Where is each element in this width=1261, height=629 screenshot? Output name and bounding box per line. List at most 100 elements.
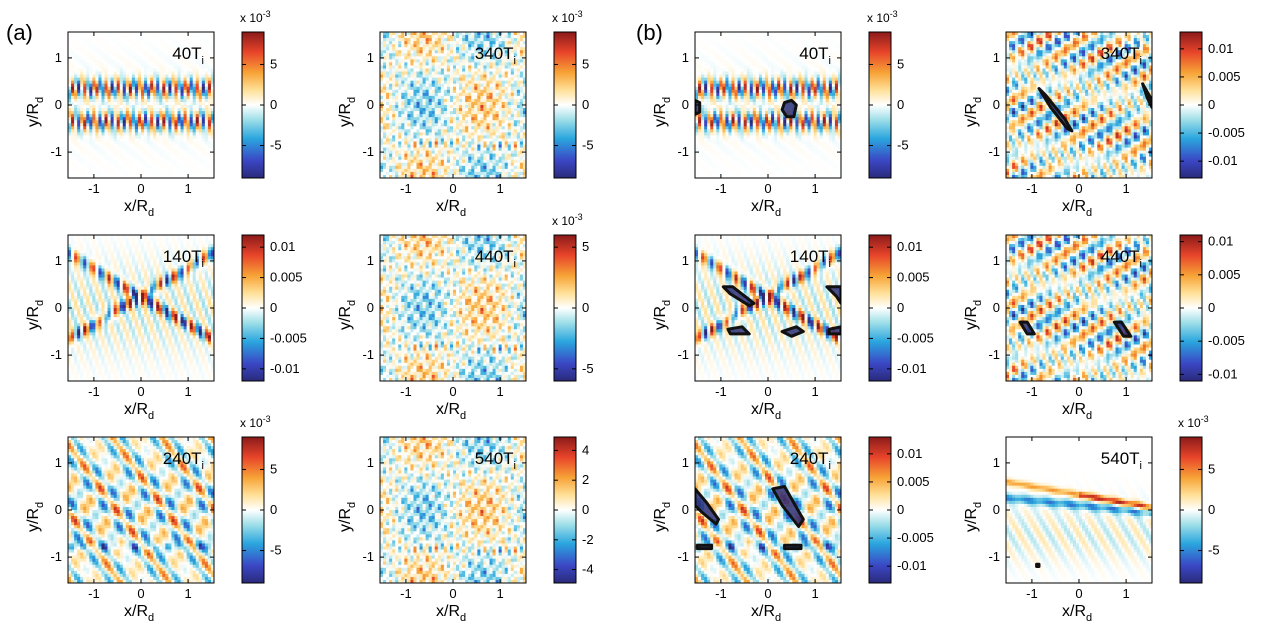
heatmap-cell (192, 38, 197, 42)
heatmap-cell (504, 144, 509, 148)
heatmap-cell (183, 120, 187, 124)
heatmap-cell (410, 50, 414, 54)
heatmap-cell (122, 86, 127, 91)
heatmap-cell (492, 147, 496, 151)
heatmap-cell (398, 74, 402, 78)
heatmap-cell (786, 41, 790, 45)
heatmap-cell (125, 129, 130, 133)
heatmap-cell (159, 171, 163, 176)
heatmap-cell (89, 159, 93, 164)
heatmap-cell (198, 56, 203, 60)
heatmap-cell (113, 141, 117, 145)
heatmap-cell (516, 168, 521, 173)
heatmap-cell (437, 65, 442, 69)
heatmap-cell (492, 50, 496, 54)
heatmap-cell (425, 59, 429, 63)
heatmap-cell (186, 62, 190, 66)
heatmap-cell (419, 41, 423, 45)
heatmap-cell (101, 53, 105, 57)
heatmap-cell (198, 111, 203, 115)
heatmap-cell (153, 68, 157, 72)
heatmap-cell (507, 98, 512, 103)
heatmap-cell (462, 65, 466, 69)
heatmap-cell (489, 147, 493, 151)
heatmap-cell (519, 44, 524, 48)
heatmap-cell (83, 41, 87, 45)
heatmap-cell (80, 162, 84, 167)
heatmap-cell (504, 71, 509, 75)
heatmap-cell (80, 86, 84, 91)
heatmap-cell (80, 174, 84, 178)
heatmap-cell (401, 144, 405, 148)
heatmap-cell (522, 92, 526, 97)
heatmap-cell (92, 89, 96, 94)
heatmap-cell (198, 168, 203, 173)
heatmap-cell (737, 44, 741, 48)
heatmap-cell (153, 114, 157, 118)
heatmap-cell (510, 50, 515, 54)
heatmap-cell (492, 138, 496, 142)
heatmap-cell (431, 153, 436, 158)
heatmap-cell (89, 153, 93, 158)
heatmap-cell (489, 86, 493, 91)
heatmap-cell (416, 129, 420, 133)
heatmap-cell (180, 138, 184, 142)
heatmap-cell (153, 123, 157, 127)
heatmap-cell (71, 162, 75, 167)
heatmap-cell (171, 156, 175, 161)
heatmap-cell (486, 123, 490, 127)
heatmap-cell (122, 47, 127, 51)
heatmap-cell (162, 50, 166, 54)
heatmap-cell (446, 171, 451, 176)
heatmap-cell (407, 98, 411, 103)
heatmap-cell (171, 101, 175, 106)
heatmap-cell (177, 135, 181, 139)
heatmap-cell (456, 83, 460, 88)
heatmap-cell (522, 32, 526, 36)
heatmap-cell (98, 65, 102, 69)
heatmap-cell (413, 47, 417, 51)
heatmap-cell (465, 108, 469, 112)
heatmap-cell (456, 108, 460, 112)
heatmap-cell (134, 171, 139, 176)
heatmap-cell (183, 56, 187, 60)
heatmap-cell (107, 41, 111, 45)
heatmap-cell (104, 114, 108, 118)
heatmap-cell (389, 95, 393, 100)
heatmap-cell (174, 159, 178, 164)
heatmap-cell (186, 38, 190, 42)
heatmap-cell (456, 68, 460, 72)
heatmap-cell (198, 174, 203, 178)
heatmap-cell (401, 95, 405, 100)
heatmap-cell (504, 171, 509, 176)
heatmap-cell (443, 83, 448, 88)
heatmap-cell (459, 50, 463, 54)
heatmap-cell (510, 165, 515, 170)
heatmap-cell (480, 174, 484, 178)
heatmap-cell (471, 83, 475, 88)
heatmap-cell (383, 147, 387, 151)
heatmap-cell (395, 159, 399, 164)
heatmap-cell (128, 95, 133, 100)
heatmap-cell (419, 156, 423, 161)
heatmap-cell (95, 150, 99, 154)
heatmap-cell (504, 89, 509, 94)
heatmap-cell (431, 53, 436, 57)
heatmap-cell (456, 35, 460, 39)
heatmap-cell (68, 165, 72, 170)
heatmap-cell (489, 92, 493, 97)
heatmap-cell (113, 101, 117, 106)
heatmap-cell (134, 174, 139, 178)
heatmap-cell (449, 144, 454, 148)
heatmap-cell (186, 135, 190, 139)
heatmap-cell (507, 77, 512, 81)
heatmap-cell (477, 159, 481, 164)
heatmap-cell (198, 89, 203, 94)
heatmap-cell (422, 80, 426, 85)
heatmap-cell (119, 44, 124, 48)
heatmap-cell (168, 53, 172, 57)
heatmap-cell (404, 129, 408, 133)
heatmap-cell (201, 162, 206, 167)
heatmap-cell (165, 132, 169, 136)
heatmap-cell (113, 174, 117, 178)
